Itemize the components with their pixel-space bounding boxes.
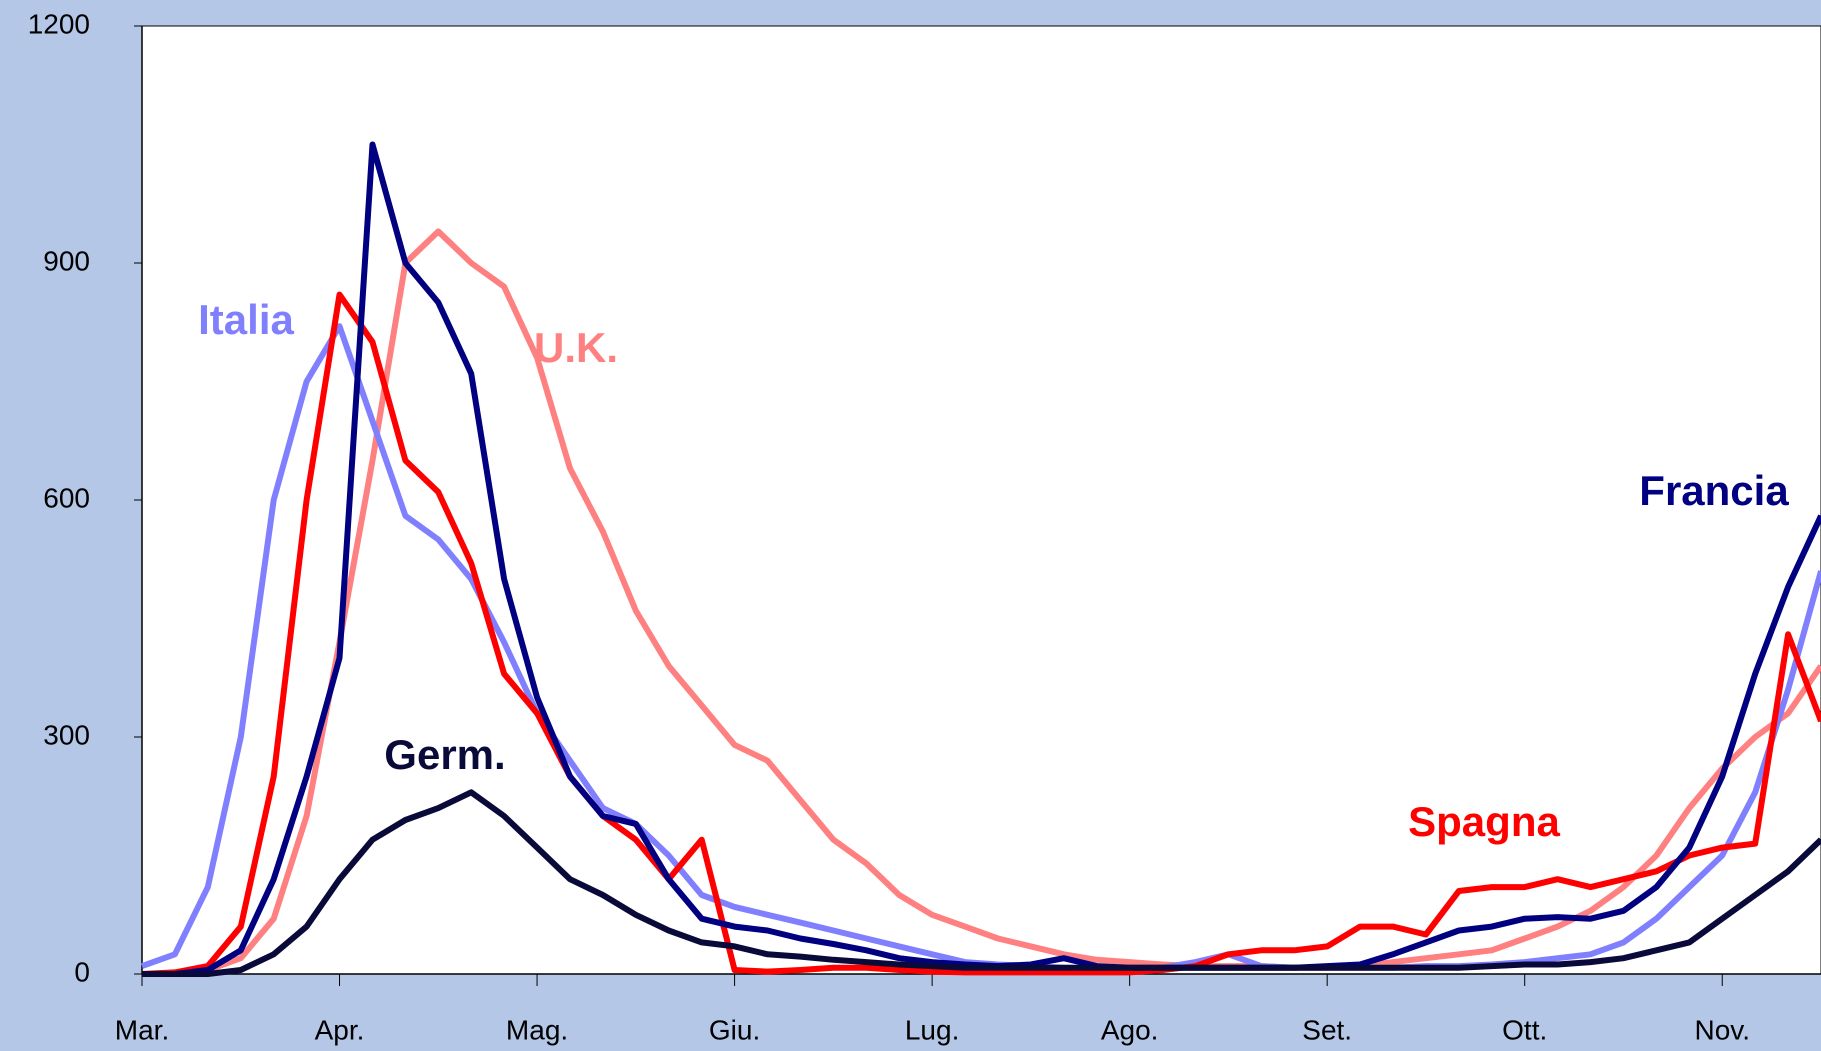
series-line xyxy=(142,228,1821,977)
y-tick-label: 900 xyxy=(43,245,90,276)
series-label: U.K. xyxy=(534,324,618,371)
series-label: Germ. xyxy=(384,731,505,778)
plot-area xyxy=(141,25,1821,975)
y-tick-label: 300 xyxy=(43,719,90,750)
x-tick-label: Apr. xyxy=(315,1014,365,1045)
series-line xyxy=(142,789,1821,977)
x-tick-label: Mar. xyxy=(115,1014,169,1045)
x-tick-label: Ago. xyxy=(1101,1014,1159,1045)
series-label: Francia xyxy=(1639,467,1789,514)
x-tick-label: Ott. xyxy=(1502,1014,1547,1045)
x-tick-label: Giu. xyxy=(709,1014,760,1045)
series-label: Italia xyxy=(198,296,294,343)
x-tick-label: Set. xyxy=(1302,1014,1352,1045)
x-tick-label: Nov. xyxy=(1694,1014,1750,1045)
y-tick-label: 600 xyxy=(43,482,90,513)
x-tick-label: Mag. xyxy=(506,1014,568,1045)
y-tick-label: 0 xyxy=(74,956,90,987)
x-tick-label: Lug. xyxy=(905,1014,960,1045)
series-label: Spagna xyxy=(1408,798,1560,845)
y-tick-label: 1200 xyxy=(28,8,90,39)
series-line xyxy=(141,291,1821,977)
